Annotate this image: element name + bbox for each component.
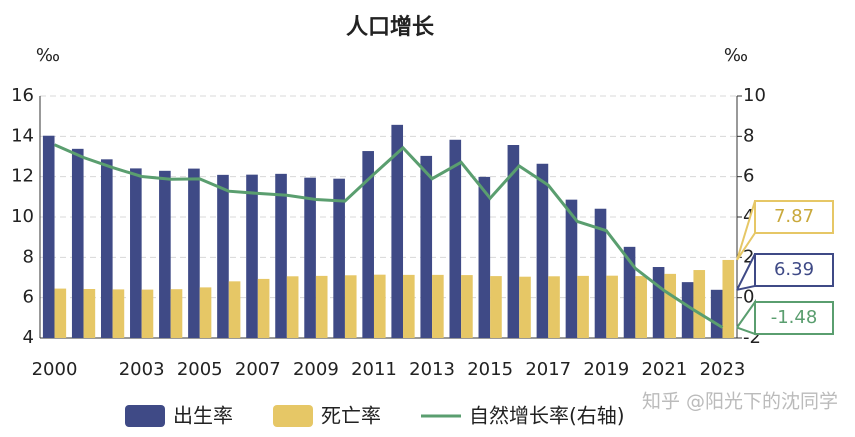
bar [519,276,531,338]
legend-swatch [273,405,313,427]
x-tick-label: 2017 [525,359,571,380]
x-tick-label: 2007 [235,359,281,380]
bar [635,276,647,338]
bar [54,288,67,338]
callout-label: 7.87 [774,206,814,227]
y-tick-label: 16 [11,85,34,106]
bar [490,276,502,338]
chart-title: 人口增长 [346,14,435,40]
y-tick-label: 8 [23,246,34,267]
y-unit: ‰ [36,45,60,66]
bar [449,139,462,338]
y2-tick-label: 0 [743,287,754,308]
y2-tick-label: 8 [743,125,754,146]
bar [391,124,404,338]
bar [286,276,299,338]
y-tick-label: 14 [11,125,34,146]
bar [315,275,328,338]
bar [432,274,444,338]
bar [130,168,142,338]
bar [722,259,735,338]
bar [606,275,618,338]
x-tick-label: 2005 [177,359,223,380]
bar [228,281,241,338]
y2-tick-label: 4 [743,206,754,227]
y2-tick-label: 2 [743,246,754,267]
callout-box [754,253,834,287]
bar [42,135,55,338]
bar [373,274,386,338]
bar [170,289,183,338]
bar [623,246,636,338]
legend-label: 出生率 [173,404,233,428]
callout-label: -1.48 [771,307,818,328]
bar [664,273,677,338]
x-tick-label: 2000 [32,359,78,380]
legend-swatch [125,405,165,427]
bar [344,275,357,338]
bar [420,155,433,338]
y2-tick-label: 6 [743,166,754,187]
x-tick-label: 2009 [293,359,339,380]
y-tick-label: 4 [23,327,34,348]
x-tick-label: 2015 [467,359,513,380]
y2-tick-label: 10 [743,85,766,106]
bar [275,173,287,338]
x-tick-label: 2019 [583,359,629,380]
callout-label: 6.39 [774,259,814,280]
bar [710,289,723,338]
bar [507,145,520,338]
bar [403,274,415,338]
x-tick-label: 2013 [409,359,455,380]
legend-label: 自然增长率(右轴) [469,404,625,428]
x-tick-label: 2023 [700,359,746,380]
line [53,143,724,329]
bar [199,287,212,338]
x-tick-label: 2003 [119,359,165,380]
bar [577,275,589,338]
bar [159,170,171,338]
y2-unit: ‰ [724,45,748,66]
bar [217,174,229,338]
callout-box [754,200,834,234]
bar [257,278,270,338]
legend-label: 死亡率 [321,404,381,428]
bar [565,199,578,338]
bar [652,267,665,338]
bar [71,148,84,338]
bar [246,174,258,338]
bar [112,289,125,338]
x-tick-label: 2021 [641,359,687,380]
y-tick-label: 12 [11,166,34,187]
watermark: 知乎 @阳光下的沈同学 [642,391,838,413]
bar [461,275,473,338]
bar [188,168,200,338]
bar [478,176,491,338]
bar [100,159,113,338]
callout-box [754,301,834,335]
bar [693,270,706,338]
bar [536,163,549,338]
y-tick-label: 6 [23,287,34,308]
bar [304,177,316,338]
y-tick-label: 10 [11,206,34,227]
bar [333,178,345,338]
x-tick-label: 2011 [351,359,397,380]
bar [362,151,374,338]
bar [83,288,96,338]
bar [141,289,154,338]
bar [681,282,694,338]
bar [594,208,607,338]
bar [548,276,560,338]
